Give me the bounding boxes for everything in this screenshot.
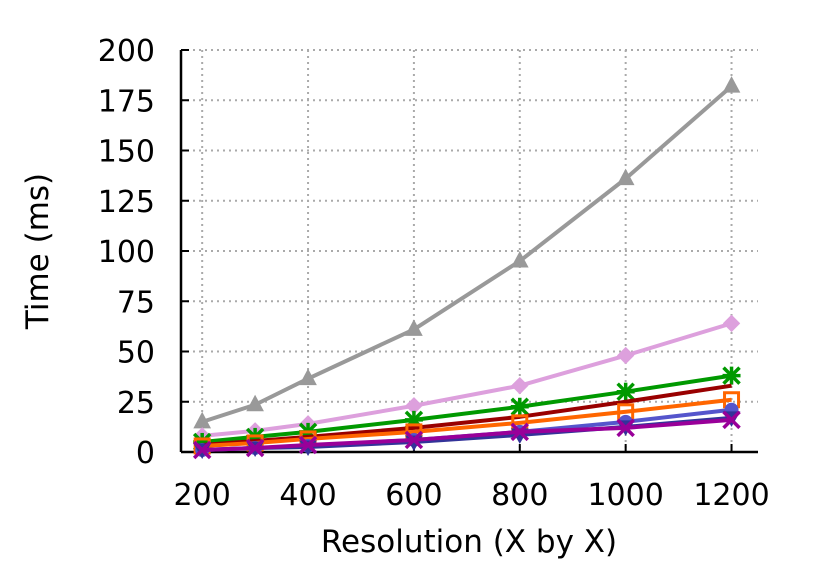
x-tick-label: 1200 [693, 478, 769, 513]
series-point [616, 168, 635, 186]
series-point [405, 319, 423, 336]
series-point [192, 440, 212, 460]
x-axis-label: Resolution (X by X) [321, 524, 617, 560]
series-point [722, 410, 741, 430]
series-point-stroke [616, 418, 635, 438]
y-tick-label: 200 [98, 34, 155, 69]
series-point [722, 314, 741, 333]
x-tick-label: 1000 [587, 478, 663, 513]
y-tick-label: 25 [117, 386, 155, 421]
x-tick-label: 400 [279, 478, 336, 513]
x-tick-label: 200 [174, 478, 231, 513]
series-point-stroke [298, 435, 318, 455]
y-axis-label: Time (ms) [20, 173, 56, 330]
y-tick-label: 125 [98, 185, 155, 220]
series-point [616, 418, 635, 438]
series-point-stroke [510, 422, 530, 442]
series-point [510, 250, 529, 268]
series-point [722, 366, 741, 385]
y-tick-label: 150 [98, 135, 155, 170]
series-point [510, 397, 530, 417]
series-line [201, 84, 733, 424]
series-point [246, 394, 264, 412]
grid [181, 49, 758, 452]
series-point [404, 430, 424, 450]
y-tick-label: 175 [98, 84, 155, 119]
series-point-stroke [245, 438, 265, 458]
y-tick-label: 0 [136, 436, 155, 471]
series-line [202, 407, 732, 452]
y-tick-label: 75 [117, 285, 155, 320]
series-point [511, 376, 529, 395]
series-point-stroke [192, 440, 212, 460]
y-tick-label: 100 [98, 235, 155, 270]
series-point [245, 438, 265, 458]
series-point [722, 76, 741, 93]
series-point-stroke [404, 430, 424, 450]
tick-labels: 0 25 50 75 100 125 150 175 200 200 400 600 800 1000 12… [98, 34, 770, 513]
x-tick-label: 800 [491, 478, 548, 513]
y-tick-label: 50 [117, 336, 155, 371]
series-line [202, 383, 732, 447]
series-8 [192, 410, 741, 460]
series-point-stroke [722, 410, 741, 430]
series-1 [193, 76, 741, 429]
series-point [298, 435, 318, 455]
series-point [299, 368, 317, 386]
series-point [616, 346, 635, 365]
series-4 [202, 383, 732, 447]
series-point [616, 382, 635, 401]
x-tick-label: 600 [385, 478, 442, 513]
series-point [510, 422, 530, 442]
series-group [192, 76, 741, 460]
